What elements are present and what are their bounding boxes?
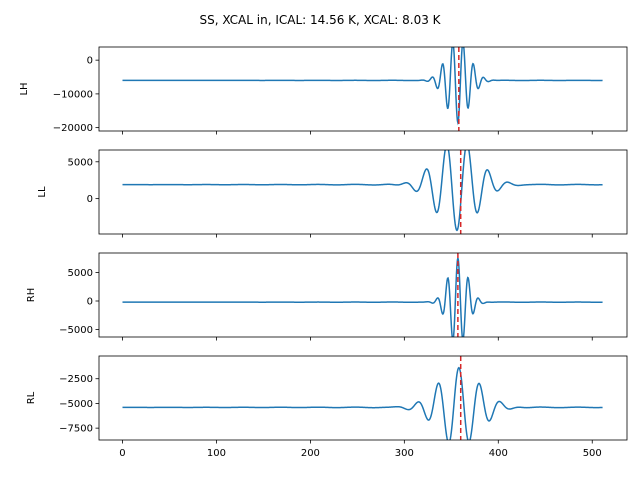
x-tick-label: 100 — [207, 448, 226, 459]
series-line-lh — [122, 47, 603, 126]
subplot-stack: −20000−100000LH05000LL−500005000RH−7500−… — [19, 46, 628, 459]
subplot-ll: 0 5000 LL — [37, 149, 628, 238]
series-line-rh — [122, 257, 603, 337]
x-tick-label: 500 — [583, 448, 602, 459]
y-tick-label: −20000 — [53, 123, 93, 134]
y-tick-label: −5000 — [59, 325, 93, 336]
y-tick-label: −10000 — [53, 89, 93, 100]
y-axis-label: LH — [19, 82, 30, 95]
y-tick-label: 5000 — [68, 157, 93, 168]
series-line-ll — [122, 150, 603, 232]
axes-frame — [98, 355, 628, 441]
axes-frame — [98, 46, 628, 132]
axes-frame — [98, 252, 628, 338]
y-axis-label: RL — [26, 391, 37, 404]
x-tick-label: 200 — [301, 448, 320, 459]
y-axis-label: RH — [26, 288, 37, 302]
y-tick-label: −5000 — [59, 399, 93, 410]
y-tick-label: 0 — [87, 56, 93, 67]
series-line-rl — [122, 366, 603, 440]
x-tick-label: 300 — [395, 448, 414, 459]
subplot-rl: −7500 −5000 −2500 0 100 200 300 400 500 RL — [26, 355, 628, 459]
x-tick-label: 400 — [489, 448, 508, 459]
figure-title: SS, XCAL in, ICAL: 14.56 K, XCAL: 8.03 K — [199, 13, 441, 27]
subplot-rh: −5000 0 5000 RH — [26, 252, 628, 341]
y-tick-label: −7500 — [59, 424, 93, 435]
y-tick-label: 5000 — [68, 268, 93, 279]
y-tick-label: −2500 — [59, 374, 93, 385]
y-axis-label: LL — [37, 186, 48, 198]
subplot-lh: −20000 −10000 0 LH — [19, 46, 628, 135]
axes-frame — [98, 149, 628, 235]
y-tick-label: 0 — [87, 194, 93, 205]
y-tick-label: 0 — [87, 297, 93, 308]
x-tick-label: 0 — [119, 448, 125, 459]
